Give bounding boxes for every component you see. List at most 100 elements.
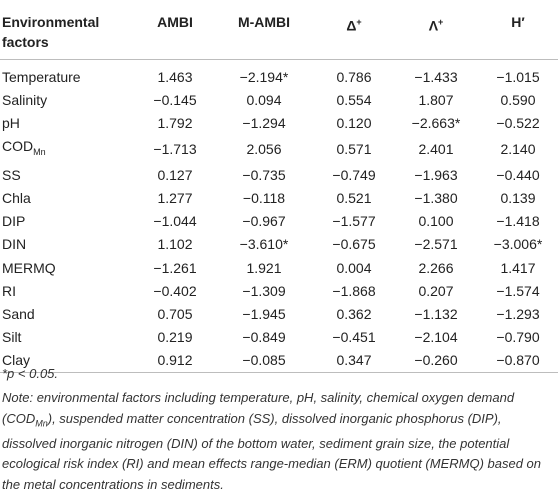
row-factor-cell: Sand	[0, 303, 136, 326]
header-delta-sup: +	[356, 17, 362, 27]
row-factor-label: Temperature	[2, 68, 81, 85]
cell-mambi: −3.610*	[239, 236, 289, 253]
table-row: Salinity −0.145 0.094 0.554 1.807 0.590	[0, 89, 558, 112]
cell-lambda: −0.260	[394, 349, 478, 374]
cell-delta: −1.868	[332, 282, 376, 299]
row-factor-label: Salinity	[2, 91, 48, 108]
cell-h: −0.440	[496, 166, 540, 183]
row-factor-label: Chla	[2, 189, 31, 206]
row-factor-label: SS	[2, 166, 21, 183]
cell-lambda: −1.433	[414, 68, 458, 85]
cell-lambda: −2.571	[414, 236, 458, 253]
cell-h: −1.418	[496, 213, 540, 230]
table-row: DIN 1.102 −3.610* −0.675 −2.571 −3.006*	[0, 233, 558, 256]
table-figure: Environmental factors AMBI M-AMBI Δ+ Λ+ …	[0, 4, 558, 492]
cell-mambi: −2.194*	[239, 68, 289, 85]
header-environmental-factors: Environmental factors	[0, 4, 136, 60]
cell-mambi: −0.849	[242, 329, 286, 346]
table-row: RI −0.402 −1.309 −1.868 0.207 −1.574	[0, 280, 558, 303]
cell-delta: 0.347	[314, 349, 394, 374]
row-factor-cell: RI	[0, 280, 136, 303]
cell-mambi: −0.735	[242, 166, 286, 183]
row-factor-cell: Clay	[0, 349, 136, 374]
note-text-part2: ), suspended matter concentration (SS), …	[2, 410, 542, 492]
header-m-ambi: M-AMBI	[214, 4, 314, 60]
cell-delta: −0.749	[332, 166, 376, 183]
cell-mambi: −0.967	[242, 213, 286, 230]
row-factor-cell: SS	[0, 164, 136, 187]
cell-delta: 0.786	[336, 68, 372, 85]
cell-delta: 0.554	[336, 91, 372, 108]
header-ambi: AMBI	[136, 4, 214, 60]
cell-ambi: 0.127	[157, 166, 193, 183]
cell-ambi: −1.713	[153, 140, 197, 157]
cell-ambi: 1.463	[157, 68, 193, 85]
cell-ambi: −0.145	[153, 91, 197, 108]
cell-delta: 0.120	[336, 114, 372, 131]
header-delta-symbol: Δ	[346, 17, 357, 34]
cell-lambda: −2.663*	[411, 114, 461, 131]
cell-delta: 0.521	[336, 189, 372, 206]
cell-lambda: −1.132	[414, 305, 458, 322]
cell-lambda: −2.104	[414, 329, 458, 346]
table-row: Chla 1.277 −0.118 0.521 −1.380 0.139	[0, 187, 558, 210]
table-row: CODMn −1.713 2.056 0.571 2.401 2.140	[0, 135, 558, 164]
table-row: Clay 0.912 −0.085 0.347 −0.260 −0.870	[0, 349, 558, 374]
row-factor-label: MERMQ	[2, 259, 56, 276]
cell-delta: −0.675	[332, 236, 376, 253]
cell-h: −0.522	[496, 114, 540, 131]
row-factor-cell: MERMQ	[0, 256, 136, 279]
cell-delta: 0.362	[336, 305, 372, 322]
row-factor-cell: DIN	[0, 233, 136, 256]
cell-ambi: 0.705	[157, 305, 193, 322]
cell-mambi: 0.094	[246, 91, 282, 108]
row-factor-cell: DIP	[0, 210, 136, 233]
row-factor-cell: Silt	[0, 326, 136, 349]
cell-delta: 0.004	[336, 259, 372, 276]
cell-h: −1.574	[496, 282, 540, 299]
cell-h: −1.293	[496, 305, 540, 322]
table-body: Temperature 1.463 −2.194* 0.786 −1.433 −1.015…	[0, 59, 558, 374]
cell-ambi: 1.792	[157, 114, 193, 131]
row-factor-label: Clay	[2, 352, 31, 369]
table-header-row: Environmental factors AMBI M-AMBI Δ+ Λ+ …	[0, 4, 558, 60]
cell-ambi: 0.219	[157, 329, 193, 346]
table-row: MERMQ −1.261 1.921 0.004 2.266 1.417	[0, 256, 558, 279]
table-row: SS 0.127 −0.735 −0.749 −1.963 −0.440	[0, 164, 558, 187]
cell-lambda: 0.207	[418, 282, 454, 299]
cell-h: −1.015	[496, 68, 540, 85]
row-factor-label: COD	[2, 137, 34, 154]
cell-h: −3.006*	[493, 236, 543, 253]
header-delta-plus: Δ+	[314, 4, 394, 60]
correlation-table: Environmental factors AMBI M-AMBI Δ+ Λ+ …	[0, 4, 558, 374]
row-factor-cell: Temperature	[0, 59, 136, 89]
cell-mambi: −0.118	[242, 189, 286, 206]
table-row: pH 1.792 −1.294 0.120 −2.663* −0.522	[0, 112, 558, 135]
header-factor-line1: Environmental	[2, 14, 100, 30]
cell-delta: −0.451	[332, 329, 376, 346]
row-factor-label: pH	[2, 114, 20, 131]
cell-delta: 0.571	[336, 140, 372, 157]
cell-ambi: 1.277	[157, 189, 193, 206]
header-factor-line2: factors	[2, 34, 49, 50]
row-factor-cell: Chla	[0, 187, 136, 210]
cell-lambda: 0.100	[418, 213, 454, 230]
row-factor-label: Silt	[2, 329, 22, 346]
cell-h: 2.140	[500, 140, 536, 157]
cell-ambi: −0.402	[153, 282, 197, 299]
header-lambda-symbol: Λ	[428, 17, 439, 34]
cell-lambda: −1.963	[414, 166, 458, 183]
cell-mambi: 2.056	[246, 140, 282, 157]
cell-lambda: 1.807	[418, 91, 454, 108]
cell-h: 0.590	[500, 91, 536, 108]
cell-delta: −1.577	[332, 213, 376, 230]
table-note: Note: environmental factors including te…	[2, 388, 554, 495]
note-label: Note:	[2, 390, 34, 405]
row-factor-cell: pH	[0, 112, 136, 135]
cell-ambi: 1.102	[157, 236, 193, 253]
table-row: DIP −1.044 −0.967 −1.577 0.100 −1.418	[0, 210, 558, 233]
cell-mambi: −0.085	[214, 349, 314, 374]
cell-h: −0.870	[478, 349, 558, 374]
header-h-prime: H′	[478, 4, 558, 60]
significance-footnote: *p < 0.05.	[2, 366, 59, 381]
